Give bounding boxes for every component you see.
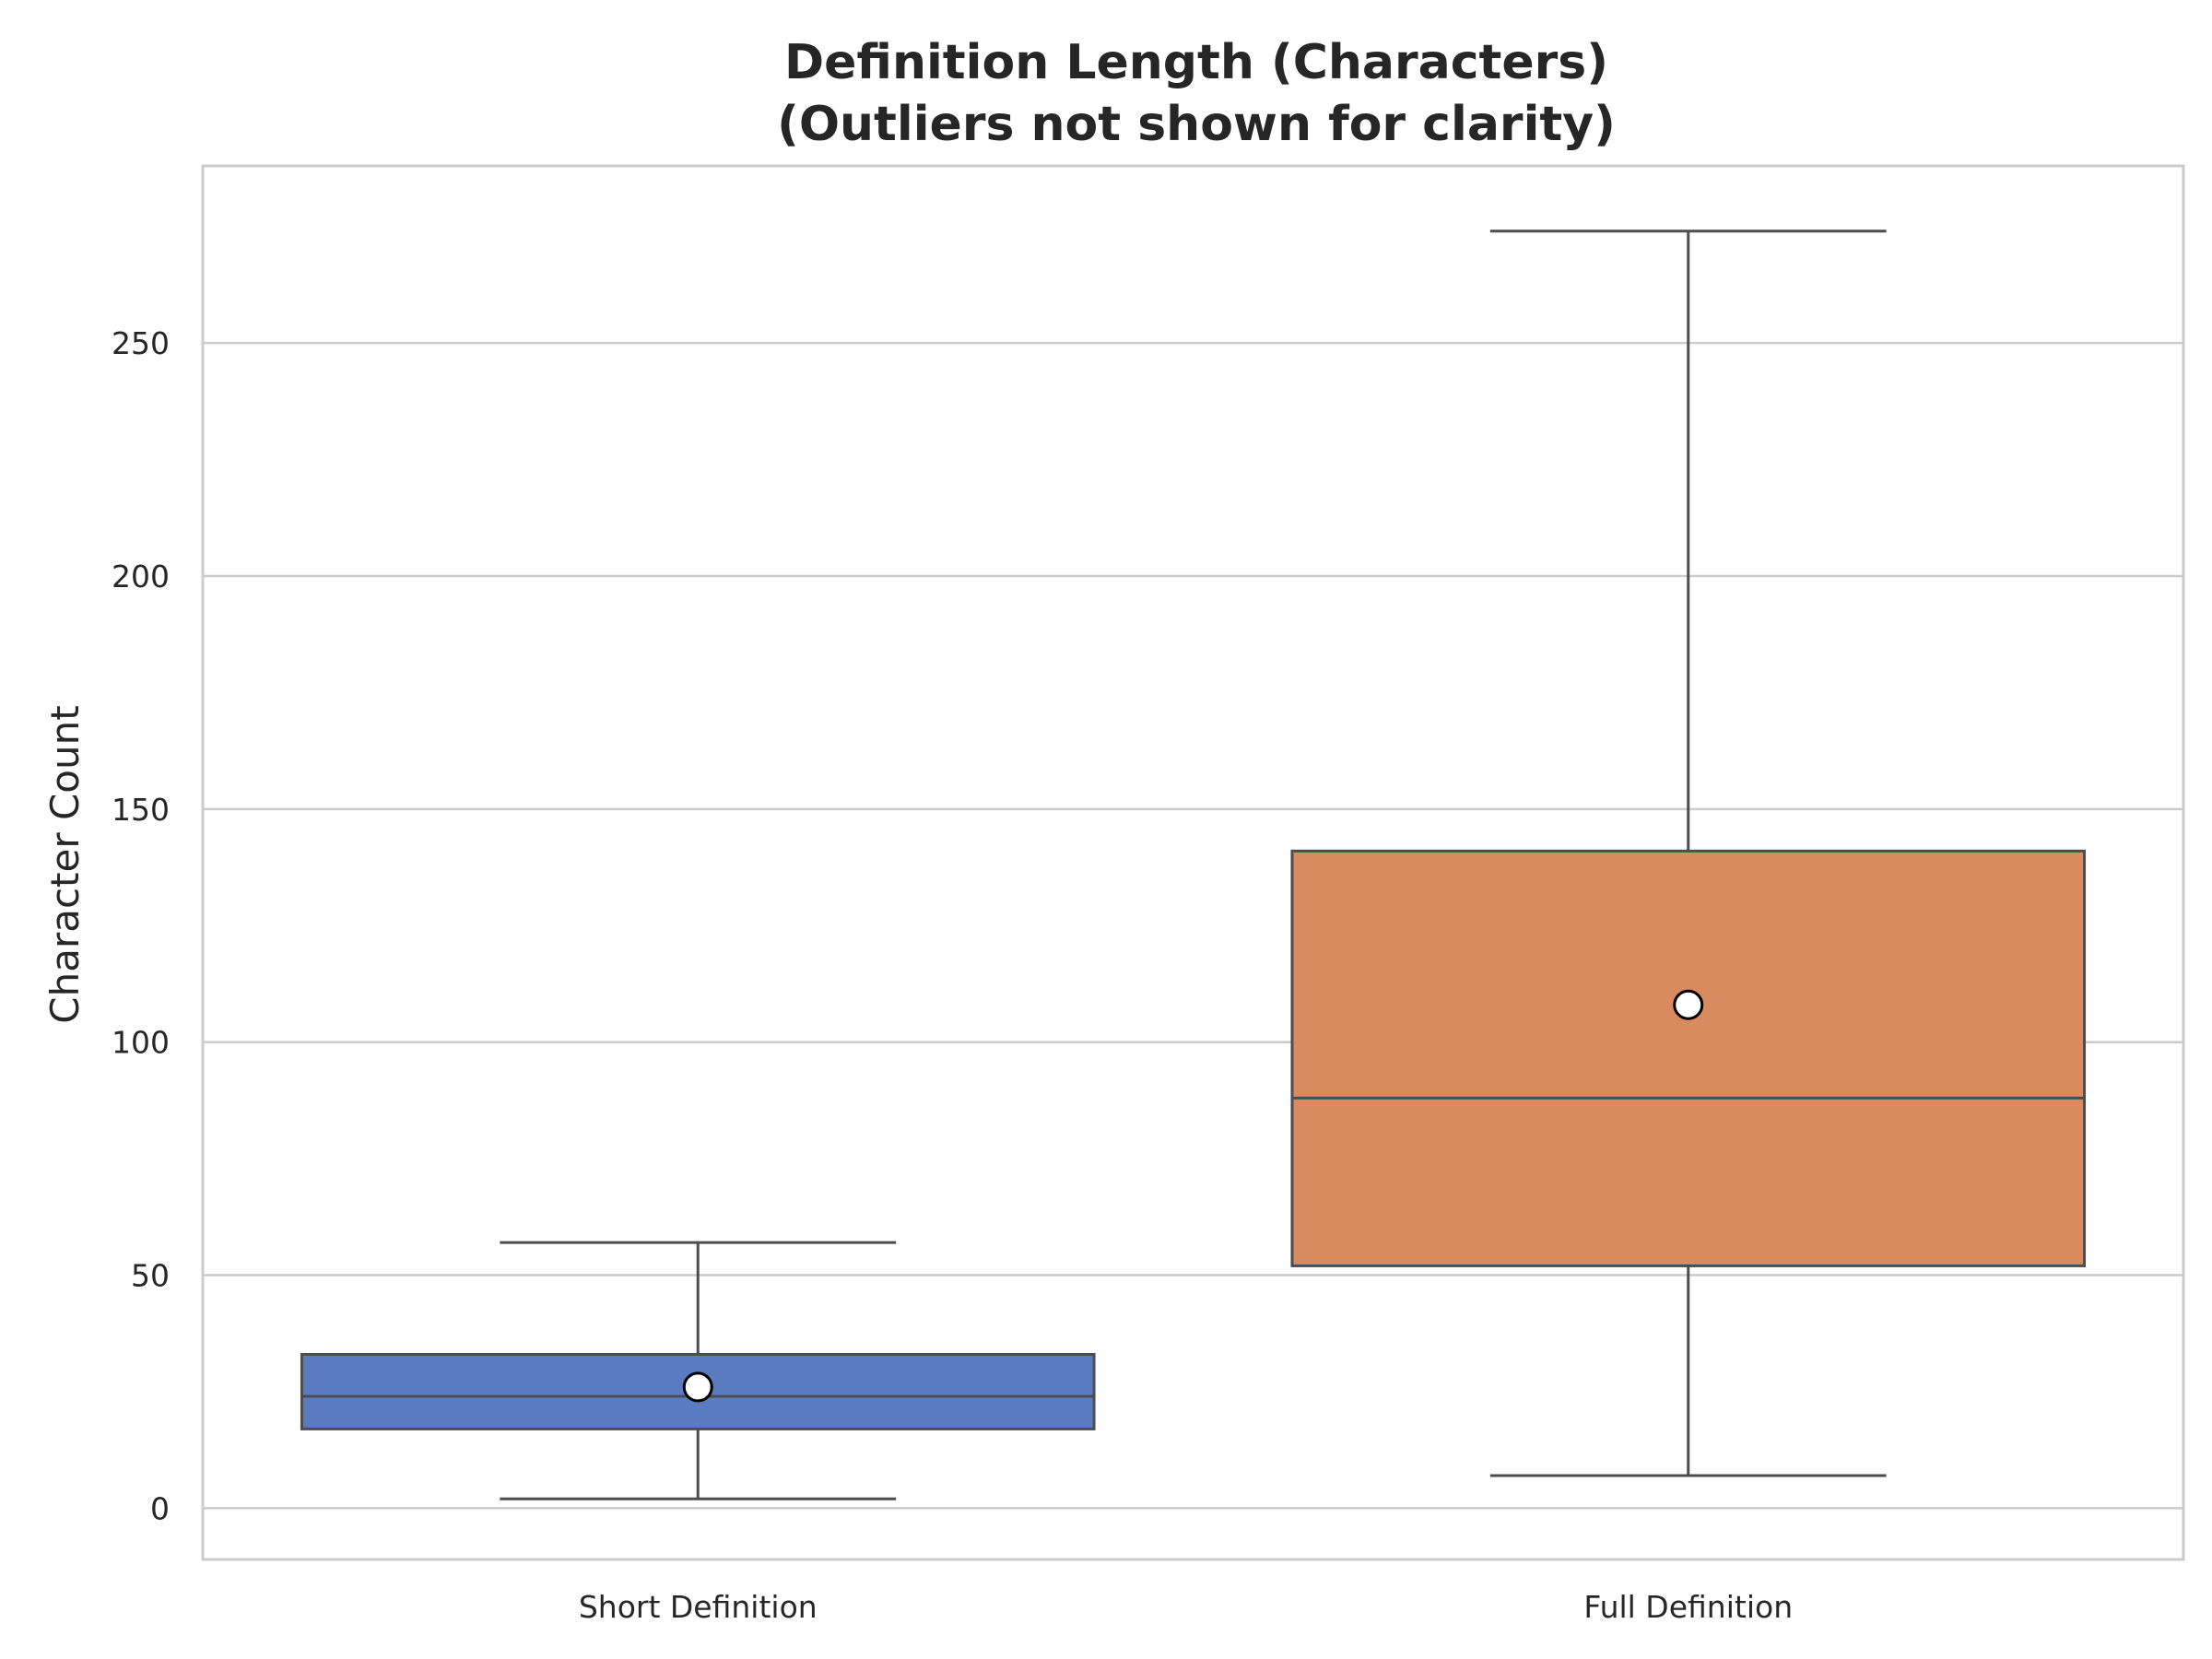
box-series (300, 229, 2087, 1500)
x-tick-label: Full Definition (1583, 1589, 1793, 1625)
y-tick-labels: 0 50 100 150 200 250 (112, 325, 170, 1526)
chart-title-line-1: Definition Length (Characters) (784, 35, 1608, 90)
y-tick-label: 150 (112, 792, 170, 828)
mean-marker (682, 1371, 713, 1403)
x-tick-labels: Short Definition Full Definition (579, 1589, 1793, 1625)
y-tick-label: 100 (112, 1025, 170, 1061)
plot-frame (201, 164, 2185, 1561)
y-axis-label: Character Count (42, 705, 88, 1023)
iqr-box (1290, 849, 2087, 1267)
y-tick-label: 50 (131, 1258, 170, 1294)
grid-lines (203, 341, 2183, 1510)
x-tick-label: Short Definition (579, 1589, 818, 1625)
chart-title-line-2: (Outliers not shown for clarity) (777, 97, 1616, 152)
y-tick-label: 250 (112, 325, 170, 361)
y-tick-label: 200 (112, 559, 170, 594)
y-tick-label: 0 (150, 1490, 170, 1526)
mean-marker (1673, 989, 1704, 1020)
box-group (1290, 229, 2087, 1477)
box-group (300, 1241, 1096, 1500)
